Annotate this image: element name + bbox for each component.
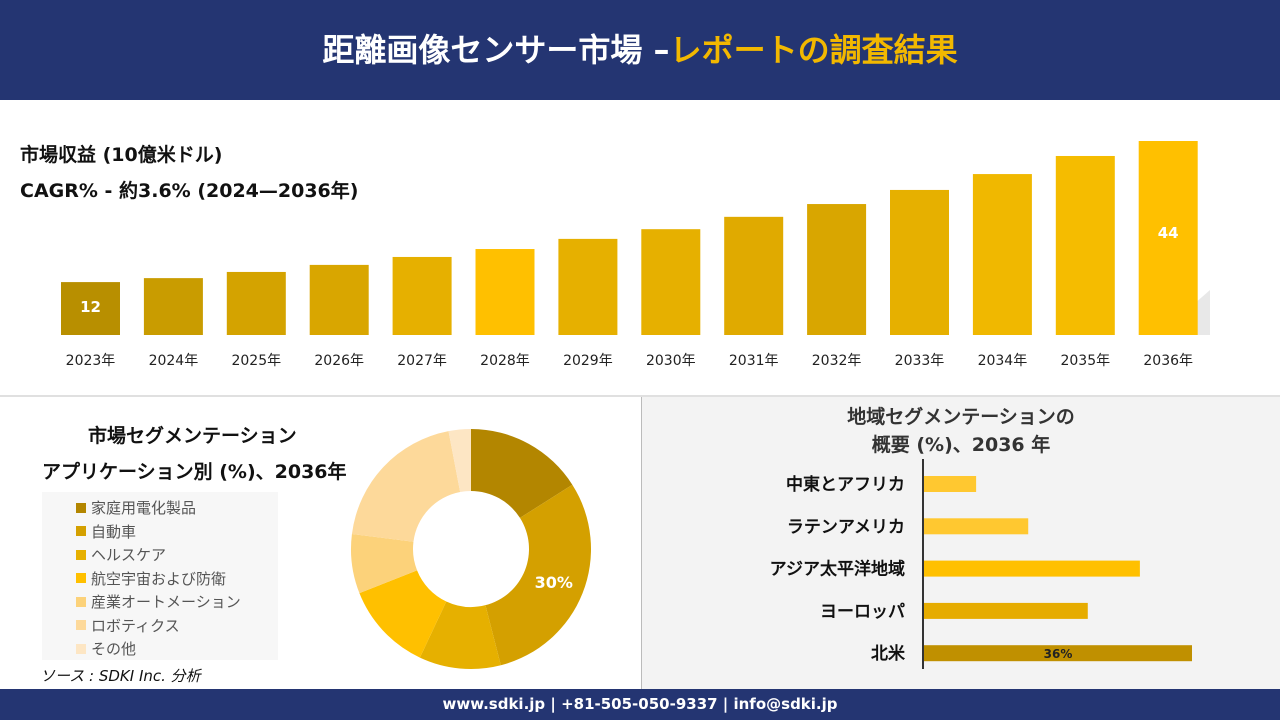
donut-slice-自動車 <box>485 484 591 666</box>
legend-label: 自動車 <box>91 522 137 541</box>
legend-item: 航空宇宙および防衛 <box>76 567 278 591</box>
x-tick-label: 2025年 <box>231 353 281 369</box>
x-tick-label: 2034年 <box>978 353 1028 369</box>
x-tick-label: 2036年 <box>1143 353 1193 369</box>
y-tick-label: 中東とアフリカ <box>786 474 905 495</box>
donut-slice-航空宇宙および防衛 <box>359 570 447 658</box>
legend-label: 航空宇宙および防衛 <box>91 569 227 588</box>
revenue-bar-chart: 2023年 12 2024年 2025年 2026年 2027年 2028年 2029年 203… <box>61 141 1210 369</box>
legend-swatch <box>76 643 86 654</box>
donut-slice-ヘルスケア <box>419 601 501 669</box>
hbar-北米 <box>924 645 1192 662</box>
hbar-data-label: 36% <box>1044 647 1073 661</box>
legend-swatch <box>76 526 86 537</box>
legend-item: ヘルスケア <box>76 543 278 567</box>
application-donut-chart: 30% <box>351 429 591 669</box>
x-tick-label: 2029年 <box>563 353 613 369</box>
x-tick-label: 2031年 <box>729 353 779 369</box>
app-segment-title-1: 市場セグメンテーション <box>88 425 297 447</box>
header-banner: 距離画像センサー市場 –レポートの調査結果 <box>0 0 1280 100</box>
bar-2028年 <box>475 249 535 335</box>
footer-contact: www.sdki.jp | +81-505-050-9337 | info@sd… <box>0 689 1280 720</box>
region-segment-panel: 地域セグメンテーションの 概要 (%)、2036 年 中東とアフリカ ラテンアメリカ… <box>641 397 1280 689</box>
legend-item: 家庭用電化製品 <box>76 496 278 520</box>
donut-slice-産業オートメーション <box>351 533 418 594</box>
x-tick-label: 2023年 <box>66 353 116 369</box>
app-segment-title-2: アプリケーション別 (%)、2036年 <box>42 461 347 483</box>
y-tick-label: ラテンアメリカ <box>787 517 905 537</box>
application-segment-panel: 市場セグメンテーション アプリケーション別 (%)、2036年 家庭用電化製品自… <box>0 397 640 689</box>
bar-2026年 <box>309 264 369 335</box>
bar-2035年 <box>1055 155 1115 335</box>
legend-swatch <box>76 596 86 607</box>
y-tick-label: アジア太平洋地域 <box>770 559 905 580</box>
hbar-アジア太平洋地域 <box>924 560 1140 577</box>
x-tick-label: 2030年 <box>646 353 696 369</box>
bar-2029年 <box>558 238 618 335</box>
donut-legend: 家庭用電化製品 自動車ヘルスケア航空宇宙および防衛 産業オートメーション ロボティクス… <box>42 492 278 660</box>
legend-swatch <box>76 549 86 560</box>
hbar-ヨーロッパ <box>924 602 1088 619</box>
bar-2025年 <box>226 271 286 335</box>
bar-2032年 <box>807 204 867 335</box>
legend-swatch <box>76 573 86 584</box>
hbar-中東とアフリカ <box>924 476 977 492</box>
legend-item: 産業オートメーション <box>76 590 278 614</box>
legend-label: その他 <box>91 640 137 659</box>
legend-item: その他 <box>76 637 278 661</box>
bar-2023年 <box>61 282 120 335</box>
report-title-accent: レポートの調査結果 <box>669 31 958 69</box>
donut-slice-その他 <box>448 429 471 493</box>
legend-swatch <box>76 502 86 513</box>
legend-label: 産業オートメーション <box>91 593 241 612</box>
bar-2034年 <box>972 174 1032 335</box>
revenue-label: 市場収益 (10億米ドル) <box>20 144 223 166</box>
legend-label: 家庭用電化製品 <box>91 499 197 518</box>
bar-data-label: 12 <box>80 298 101 316</box>
bar-2030年 <box>641 229 701 335</box>
x-tick-label: 2028年 <box>480 353 530 369</box>
bar-2036年 <box>1138 141 1198 335</box>
y-tick-label: 北米 <box>871 643 906 664</box>
y-tick-label: ヨーロッパ <box>820 602 905 622</box>
x-tick-label: 2024年 <box>149 353 199 369</box>
cagr-label: CAGR% - 約3.6% (2024—2036年) <box>20 180 359 202</box>
x-tick-label: 2032年 <box>812 353 862 369</box>
bar-data-label: 44 <box>1158 224 1179 242</box>
divider <box>0 395 1280 397</box>
hbar-ラテンアメリカ <box>924 518 1029 535</box>
donut-slice-ロボティクス <box>351 431 461 542</box>
legend-label: ヘルスケア <box>91 546 167 565</box>
region-title-1: 地域セグメンテーションの <box>847 406 1075 428</box>
donut-data-label: 30% <box>535 573 573 592</box>
source-note: ソース : SDKI Inc. 分析 <box>40 667 201 685</box>
x-tick-label: 2035年 <box>1060 353 1110 369</box>
region-title-2: 概要 (%)、2036 年 <box>871 434 1051 456</box>
bar-2033年 <box>890 189 949 335</box>
x-tick-label: 2027年 <box>397 353 447 369</box>
bar-2027年 <box>392 256 452 335</box>
legend-label: ロボティクス <box>91 616 180 635</box>
bar-2024年 <box>143 278 203 335</box>
donut-slice-家庭用電化製品 <box>471 429 573 518</box>
legend-item: 自動車 <box>76 520 278 544</box>
report-title: 距離画像センサー市場 – <box>322 31 670 69</box>
bar-2031年 <box>724 216 784 335</box>
legend-item: ロボティクス <box>76 614 278 638</box>
x-tick-label: 2033年 <box>895 353 945 369</box>
legend-swatch <box>76 620 86 631</box>
x-tick-label: 2026年 <box>314 353 364 369</box>
